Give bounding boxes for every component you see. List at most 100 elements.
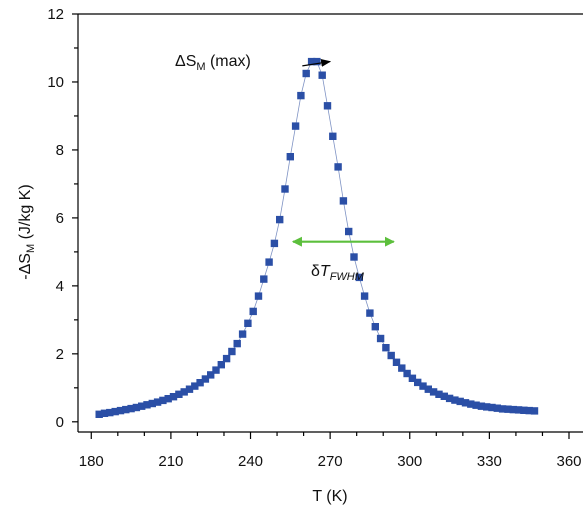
x-tick-label: 360 [556,453,581,470]
data-point [493,404,501,412]
data-point [345,227,353,236]
data-point [175,390,183,398]
data-point [403,369,411,378]
y-tick-label: 12 [47,6,64,23]
data-point [100,409,109,417]
data-point [419,382,427,390]
data-point [270,239,279,248]
axis-ticks [72,13,570,439]
y-tick-label: 2 [56,346,64,363]
data-point [467,400,475,408]
data-point [477,402,486,410]
series-connector-line [99,61,535,415]
data-point [180,388,188,396]
axis-tick-labels: 180 210 240 270 300 330 360 0 2 4 6 8 10 12 [47,6,581,470]
data-point [106,408,114,417]
data-point [445,394,454,403]
data-point [339,197,348,205]
data-point [148,399,156,408]
data-point [222,354,231,363]
data-point [307,57,316,66]
data-point [334,163,342,171]
data-point [281,185,289,193]
data-point [217,361,225,369]
data-point [360,292,369,300]
data-point [201,375,210,383]
data-point [429,388,438,396]
data-point [169,393,178,401]
data-point [504,405,512,413]
annotations: ΔSM (max) δTFWHM [175,53,395,283]
peak-annotation-label: ΔSM (max) [175,53,251,73]
data-point [233,339,241,348]
y-tick-label: 8 [56,142,64,159]
data-point [207,371,215,379]
data-point [244,319,252,327]
data-point [392,358,401,366]
y-tick-label: 6 [56,210,64,227]
data-point [228,347,236,356]
data-point [196,379,204,387]
data-point [122,405,130,414]
data-point [355,273,363,282]
data-point [498,405,507,413]
data-point [329,132,337,140]
data-point [376,334,385,343]
data-point [509,405,517,414]
plot-area: 180 210 240 270 300 330 360 0 2 4 6 8 10 12 [47,6,583,470]
data-point [525,406,533,415]
data-point [286,153,294,161]
data-point [116,406,125,415]
peak-annotation-arrow [302,58,332,67]
data-point [313,57,321,66]
data-point [297,91,305,100]
x-tick-label: 300 [397,453,422,470]
data-point [191,382,199,390]
y-tick-label: 10 [47,74,64,91]
data-point [323,102,332,110]
data-point [440,392,448,400]
data-point [387,351,395,360]
x-tick-label: 180 [79,453,104,470]
data-point [138,402,146,410]
x-tick-label: 240 [238,453,263,470]
fwhm-annotation-label: δTFWHM [311,263,365,283]
y-axis-title: -ΔSM (J/kg K) [17,184,37,279]
data-point [185,385,194,393]
data-point [291,122,300,130]
y-tick-label: 0 [56,414,64,431]
data-point [530,407,539,415]
data-point [514,406,523,414]
x-tick-label: 330 [477,453,502,470]
data-point [398,364,406,372]
data-point [238,330,247,338]
data-point [254,292,263,300]
data-point [371,323,379,331]
x-tick-label: 270 [318,453,343,470]
data-point [249,307,257,316]
x-tick-label: 210 [158,453,183,470]
data-point [111,407,119,416]
data-point [276,215,284,224]
data-point [260,275,268,283]
data-point [461,399,470,407]
data-point [488,403,496,412]
data-point [456,397,464,406]
series-line [99,61,535,415]
data-point [164,395,172,403]
data-point [350,253,358,261]
data-point [132,403,141,412]
data-point [265,258,273,266]
data-point [408,374,417,382]
data-point [95,410,103,418]
data-point [153,398,162,406]
y-tick-label: 4 [56,278,64,295]
data-point [483,403,491,411]
data-point [366,309,374,317]
data-point [143,401,151,409]
data-point [424,385,432,393]
data-markers [95,57,539,418]
data-point [472,401,480,409]
data-point [318,71,326,79]
